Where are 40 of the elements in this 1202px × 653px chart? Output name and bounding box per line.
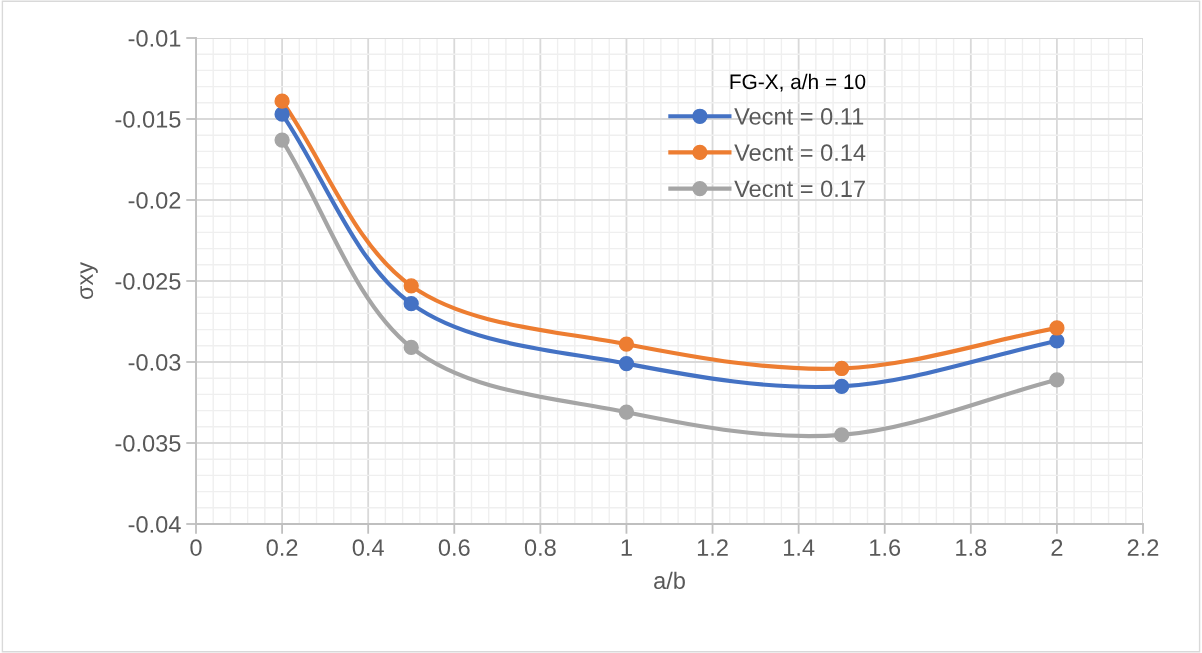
point (274, 106, 290, 122)
point (274, 93, 290, 109)
legend-label: Vecnt = 0.17 (734, 180, 865, 198)
x-tick-label: 2.2 (1127, 539, 1159, 556)
point (618, 336, 635, 352)
x-tick-label: 0.2 (266, 539, 298, 556)
point (834, 378, 850, 394)
point (274, 132, 290, 148)
x-tick-label: 0.8 (524, 539, 556, 556)
point (1049, 320, 1065, 336)
point (1049, 333, 1065, 349)
legend-label: Vecnt = 0.14 (734, 144, 866, 161)
y-axis-title: σxy (80, 261, 98, 300)
x-tick-label: 1 (621, 539, 632, 556)
point (1049, 372, 1065, 388)
x-tick-label: 1.2 (697, 539, 728, 556)
y-tick-label: -0.01 (128, 30, 181, 47)
point (403, 339, 419, 356)
y-tick-label: -0.04 (128, 516, 181, 533)
point (834, 360, 850, 377)
y-tick-label: -0.025 (115, 273, 181, 290)
x-tick-label: 1.8 (956, 539, 987, 556)
x-tick-label: 1.4 (784, 539, 815, 556)
point (618, 355, 635, 372)
legend-label: Vecnt = 0.11 (734, 108, 864, 125)
x-tick-label: 0.6 (438, 539, 470, 556)
point (403, 278, 419, 294)
x-tick-label: 2 (1051, 539, 1063, 556)
x-tick-label: 0 (190, 539, 202, 556)
y-tick-label: -0.015 (115, 111, 181, 128)
y-tick-label: -0.02 (128, 192, 181, 209)
x-tick-label: 0.4 (352, 539, 384, 556)
point (834, 427, 850, 443)
x-axis-title: a/b (654, 571, 685, 590)
point (618, 404, 635, 420)
y-tick-label: -0.03 (128, 354, 181, 371)
point (403, 296, 419, 312)
legend-title: FG-X, a/h = 10 (730, 73, 866, 92)
x-tick-label: 1.6 (870, 539, 901, 556)
y-tick-label: -0.035 (115, 435, 181, 452)
